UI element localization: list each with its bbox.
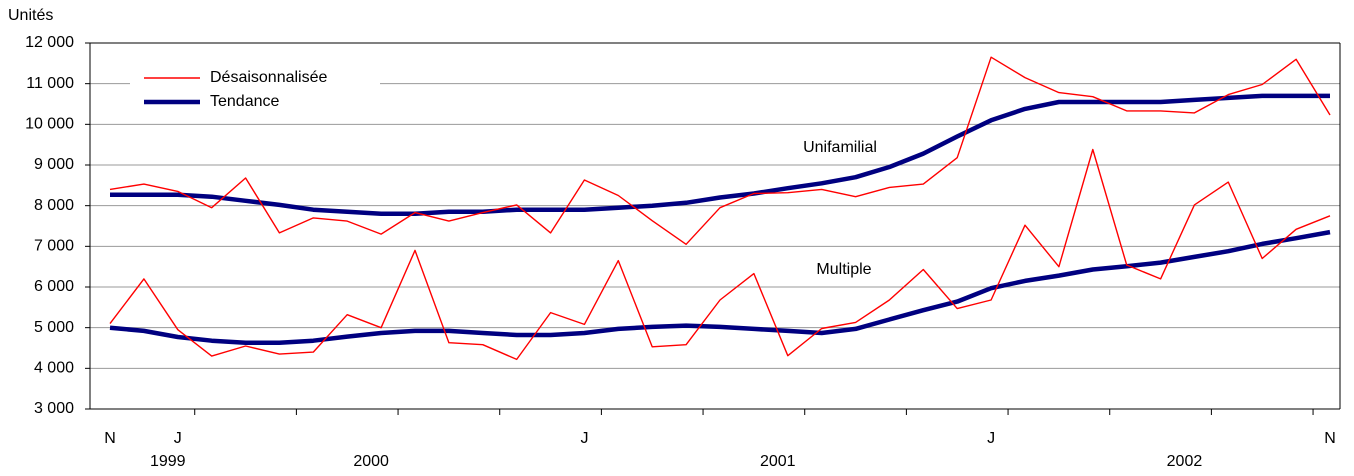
trend-line (109, 229, 1331, 345)
y-tick-label: 10 000 (25, 116, 74, 133)
series-annotation: Multiple (816, 261, 871, 278)
y-tick-label: 8 000 (34, 197, 74, 214)
adjusted-line (109, 56, 1331, 245)
y-tick-label: 11 000 (26, 75, 74, 92)
y-tick-label: 7 000 (34, 238, 74, 255)
y-tick-label: 12 000 (25, 34, 74, 51)
year-label: 2002 (1167, 453, 1203, 470)
legend-box (130, 64, 380, 116)
year-label: 2001 (760, 453, 796, 470)
x-tick-label: J (987, 430, 995, 447)
y-tick-label: 9 000 (34, 156, 74, 173)
legend-label: Désaisonnalisée (210, 69, 328, 86)
y-tick-label: 5 000 (34, 319, 74, 336)
y-tick-label: 3 000 (34, 400, 74, 417)
series-annotation: Unifamilial (803, 139, 877, 156)
y-tick-label: 6 000 (34, 278, 74, 295)
y-axis-label: Unités (8, 7, 53, 24)
legend-label: Tendance (210, 93, 279, 110)
y-tick-label: 4 000 (34, 360, 74, 377)
x-tick-label: J (580, 430, 588, 447)
x-tick-label: J (174, 430, 182, 447)
trend-line (110, 93, 1330, 217)
x-tick-label: N (1324, 430, 1336, 447)
x-tick-label: N (104, 430, 116, 447)
year-label: 1999 (150, 453, 186, 470)
adjusted-line (109, 148, 1331, 361)
year-label: 2000 (353, 453, 389, 470)
